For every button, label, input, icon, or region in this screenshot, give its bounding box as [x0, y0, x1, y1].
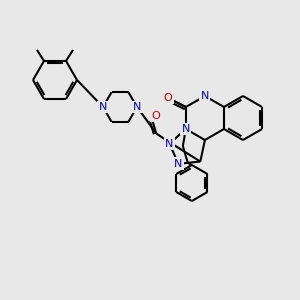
Text: N: N [182, 124, 190, 134]
Text: O: O [151, 110, 160, 121]
Text: N: N [174, 159, 183, 169]
Text: N: N [201, 91, 209, 101]
Text: O: O [164, 93, 172, 103]
Text: N: N [133, 102, 141, 112]
Text: N: N [165, 139, 174, 149]
Text: N: N [99, 102, 107, 112]
